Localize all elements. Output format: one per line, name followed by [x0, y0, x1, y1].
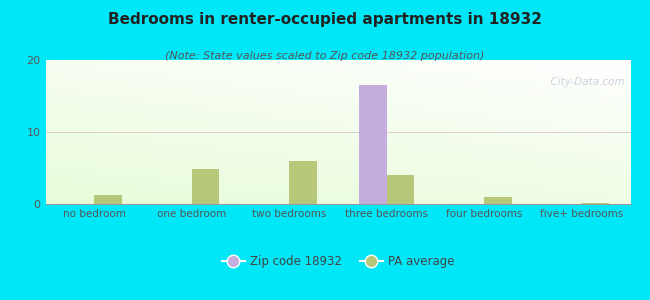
Bar [94, 195, 122, 204]
Bar [289, 161, 317, 204]
Legend: Zip code 18932, PA average: Zip code 18932, PA average [217, 250, 459, 273]
Text: Bedrooms in renter-occupied apartments in 18932: Bedrooms in renter-occupied apartments i… [108, 12, 542, 27]
Text: City-Data.com: City-Data.com [544, 77, 625, 87]
Bar [484, 197, 512, 204]
Bar [387, 175, 414, 204]
Text: (Note: State values scaled to Zip code 18932 population): (Note: State values scaled to Zip code 1… [165, 51, 485, 61]
Bar [359, 85, 387, 204]
Bar [192, 169, 219, 204]
Bar [582, 202, 609, 204]
